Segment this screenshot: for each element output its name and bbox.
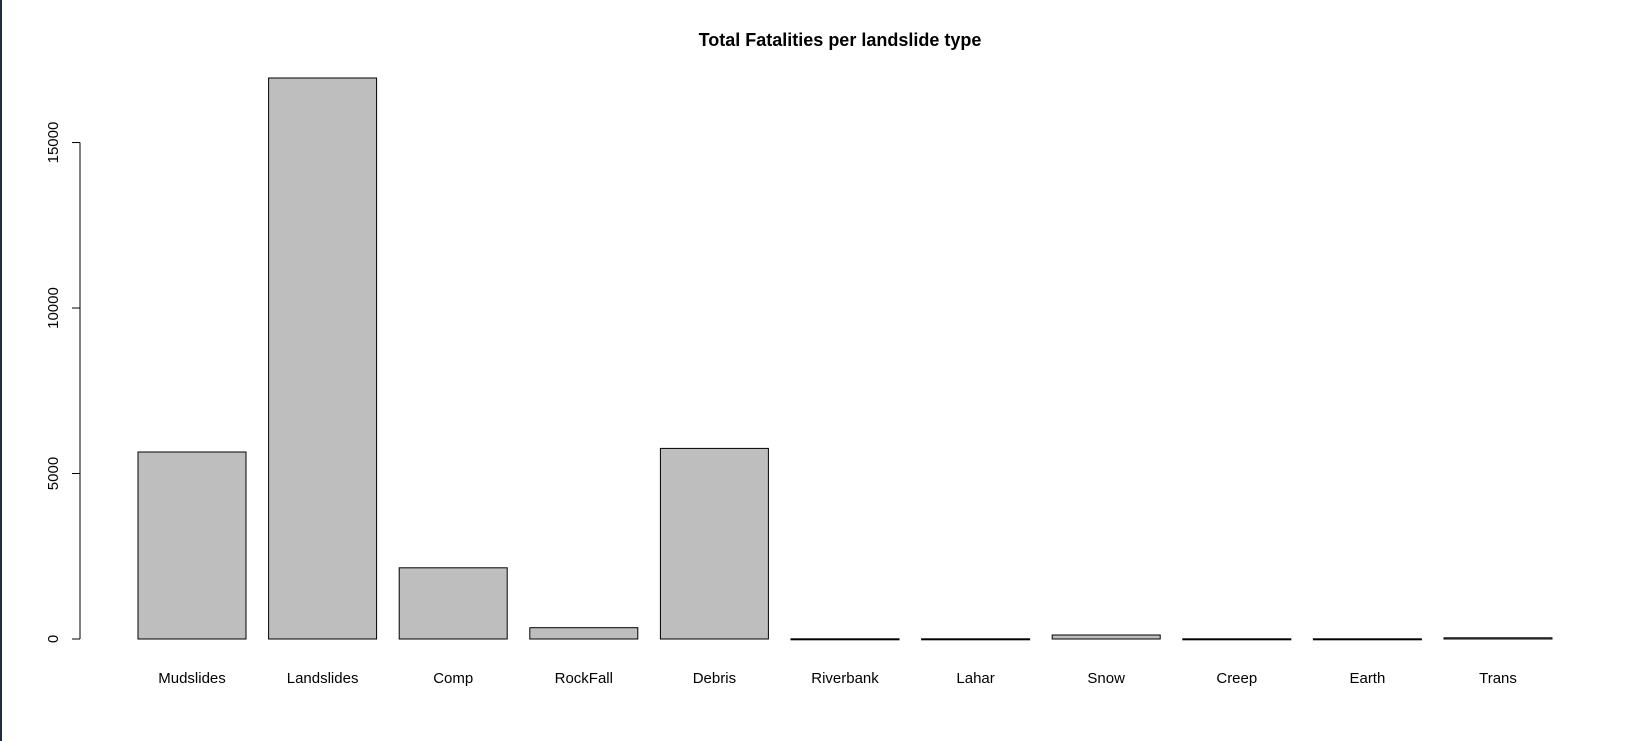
x-tick-label-creep: Creep — [1216, 670, 1257, 687]
bar-debris — [659, 447, 769, 640]
y-tick-label: 5000 — [45, 457, 62, 490]
x-tick-label-mudslides: Mudslides — [158, 670, 226, 687]
bars-group — [137, 77, 1553, 641]
bar-comp — [398, 567, 508, 640]
x-axis-labels: Mudslides Landslides Comp RockFall Debris Riv… — [158, 670, 1517, 687]
y-axis: 0 5000 10000 15000 — [45, 122, 81, 643]
x-tick-label-riverbank: Riverbank — [811, 670, 879, 687]
bar-riverbank — [790, 638, 900, 641]
x-tick-label-rockfall: RockFall — [555, 670, 613, 687]
y-tick-label: 15000 — [45, 122, 62, 164]
y-tick-label: 10000 — [45, 287, 62, 329]
bar-lahar — [921, 638, 1031, 641]
bar-trans — [1443, 637, 1553, 640]
bar-earth — [1312, 638, 1422, 641]
bar-snow — [1051, 634, 1161, 640]
x-tick-label-landslides: Landslides — [287, 670, 359, 687]
bar-rockfall — [529, 627, 639, 640]
x-tick-label-comp: Comp — [433, 670, 473, 687]
x-tick-label-snow: Snow — [1087, 670, 1125, 687]
bar-landslides — [268, 77, 378, 640]
x-tick-label-lahar: Lahar — [956, 670, 994, 687]
bar-mudslides — [137, 451, 247, 640]
bar-creep — [1182, 638, 1292, 641]
y-tick-label: 0 — [45, 635, 62, 643]
x-tick-label-earth: Earth — [1349, 670, 1385, 687]
chart-title: Total Fatalities per landslide type — [699, 30, 982, 50]
x-tick-label-debris: Debris — [693, 670, 736, 687]
x-tick-label-trans: Trans — [1479, 670, 1517, 687]
